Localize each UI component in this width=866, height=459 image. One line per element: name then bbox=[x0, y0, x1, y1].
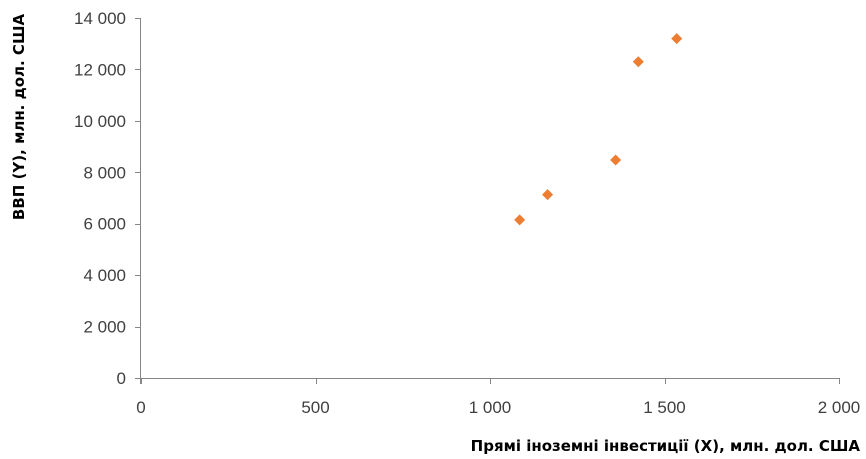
y-tick-label: 0 bbox=[117, 369, 126, 388]
data-point bbox=[610, 154, 622, 166]
data-points bbox=[514, 33, 683, 226]
x-axis-ticks: 0 500 1 000 1 500 2 000 bbox=[136, 378, 860, 417]
data-point bbox=[514, 214, 526, 226]
y-tick-label: 14 000 bbox=[74, 9, 126, 28]
y-tick-label: 10 000 bbox=[74, 112, 126, 131]
y-tick-label: 4 000 bbox=[83, 266, 126, 285]
x-tick-label: 2 000 bbox=[818, 398, 861, 417]
y-axis-ticks: 0 2 000 4 000 6 000 8 000 10 000 12 000 14 000 bbox=[74, 9, 141, 388]
data-point bbox=[671, 33, 683, 45]
x-tick-label: 1 500 bbox=[643, 398, 686, 417]
y-tick-label: 2 000 bbox=[83, 318, 126, 337]
x-tick-label: 500 bbox=[301, 398, 329, 417]
y-tick-label: 6 000 bbox=[83, 215, 126, 234]
y-axis-title-group: ВВП (Y), млн. дол. США bbox=[10, 14, 28, 221]
data-point bbox=[542, 189, 554, 201]
y-tick-label: 12 000 bbox=[74, 60, 126, 79]
plot-area: 0 500 1 000 1 500 2 000 0 2 000 4 000 6 000 8 00… bbox=[74, 9, 860, 417]
y-axis-title: ВВП (Y), млн. дол. США bbox=[10, 14, 28, 221]
x-tick-label: 0 bbox=[136, 398, 145, 417]
x-axis-title: Прямі іноземні інвестиції (X), млн. дол.… bbox=[471, 437, 861, 455]
y-tick-label: 8 000 bbox=[83, 163, 126, 182]
x-tick-label: 1 000 bbox=[469, 398, 512, 417]
data-point bbox=[632, 56, 644, 68]
